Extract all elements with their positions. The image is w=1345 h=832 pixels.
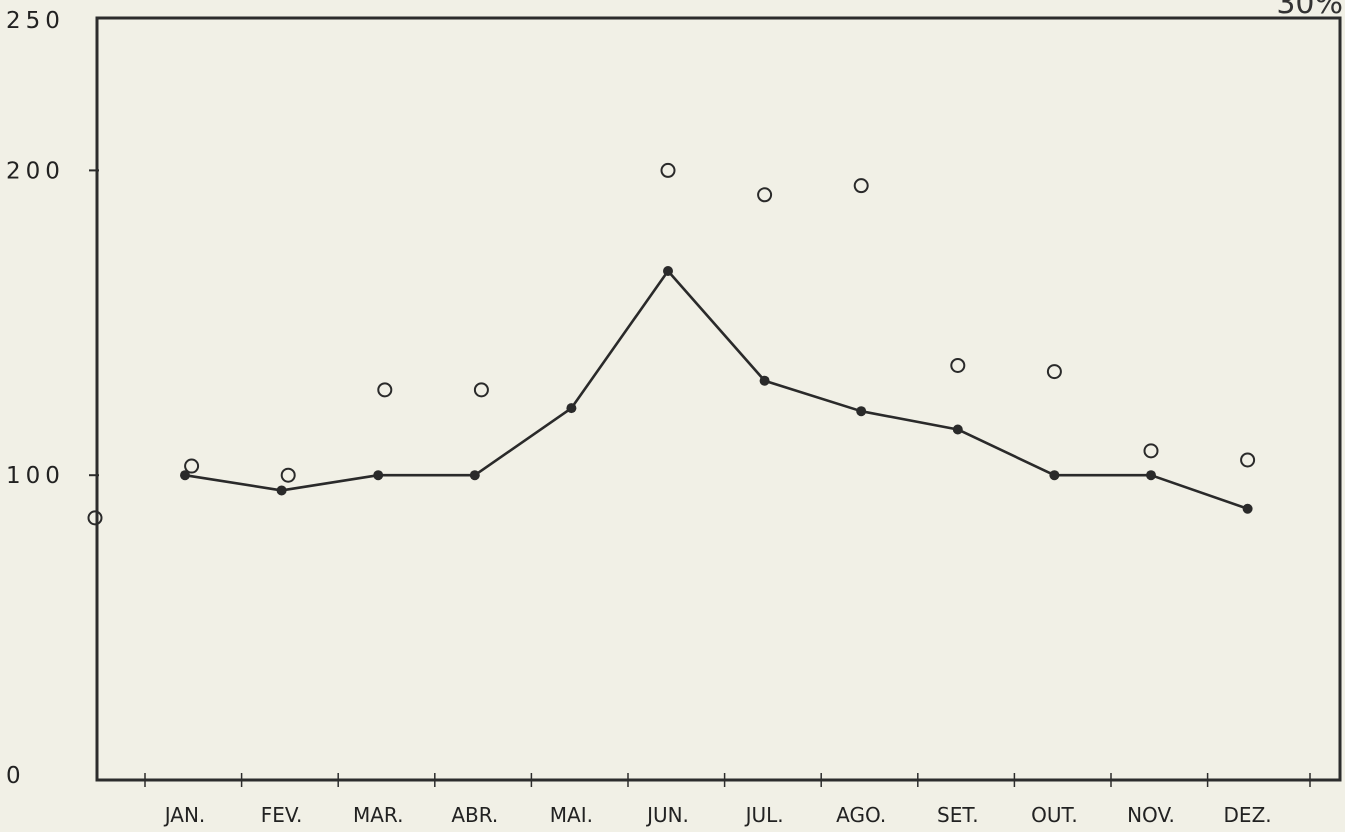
filled-point	[180, 470, 190, 481]
x-tick-label: MAR.	[353, 803, 403, 827]
corner-page-note: 30%	[1276, 0, 1343, 21]
plot-series	[87, 162, 1256, 526]
x-tick-label: JUN.	[645, 803, 689, 827]
filled-point	[856, 406, 867, 417]
filled-point	[276, 485, 287, 496]
y-tick-label: 250	[6, 8, 65, 34]
y-tick-label: 100	[6, 463, 65, 489]
x-tick-label: SET.	[937, 803, 979, 827]
open-point	[950, 357, 966, 373]
open-point	[1143, 443, 1159, 459]
x-tick-label: JUL.	[744, 803, 784, 827]
filled-point	[1146, 470, 1156, 481]
x-tick-label: NOV.	[1127, 803, 1175, 827]
x-tick-label: DEZ.	[1224, 803, 1272, 827]
filled-point	[1242, 503, 1253, 514]
x-tick-label: MAI.	[550, 803, 593, 827]
filled-point	[952, 424, 963, 435]
x-tick-label: ABR.	[451, 803, 498, 827]
open-point	[660, 162, 676, 178]
x-axis: JAN. FEV. MAR. ABR. MAI. JUN. JUL. AGO. SET. OUT.…	[144, 773, 1311, 827]
open-point	[473, 382, 489, 398]
open-point	[87, 510, 103, 526]
x-tick-label: FEV.	[261, 803, 303, 827]
series-line	[184, 269, 1249, 510]
open-point	[280, 467, 296, 483]
filled-point	[469, 470, 480, 481]
filled-point	[373, 470, 384, 481]
y-tick-label: 0	[6, 763, 26, 789]
y-axis: 0 100 200 250	[6, 8, 99, 789]
open-point	[377, 382, 393, 398]
y-tick-label: 200	[6, 158, 65, 184]
filled-point	[1049, 470, 1060, 481]
open-point	[1240, 452, 1256, 468]
open-point	[184, 458, 200, 474]
x-tick-label: OUT.	[1031, 803, 1078, 827]
filled-point	[759, 375, 770, 386]
plot-border	[95, 16, 1342, 782]
filled-point	[566, 403, 577, 414]
open-point	[757, 187, 773, 203]
filled-point	[663, 265, 673, 276]
open-point	[853, 178, 869, 194]
x-tick-label: AGO.	[836, 803, 886, 827]
open-point	[1046, 364, 1062, 380]
plot-frame	[95, 16, 1342, 782]
x-tick-label: JAN.	[163, 803, 206, 827]
